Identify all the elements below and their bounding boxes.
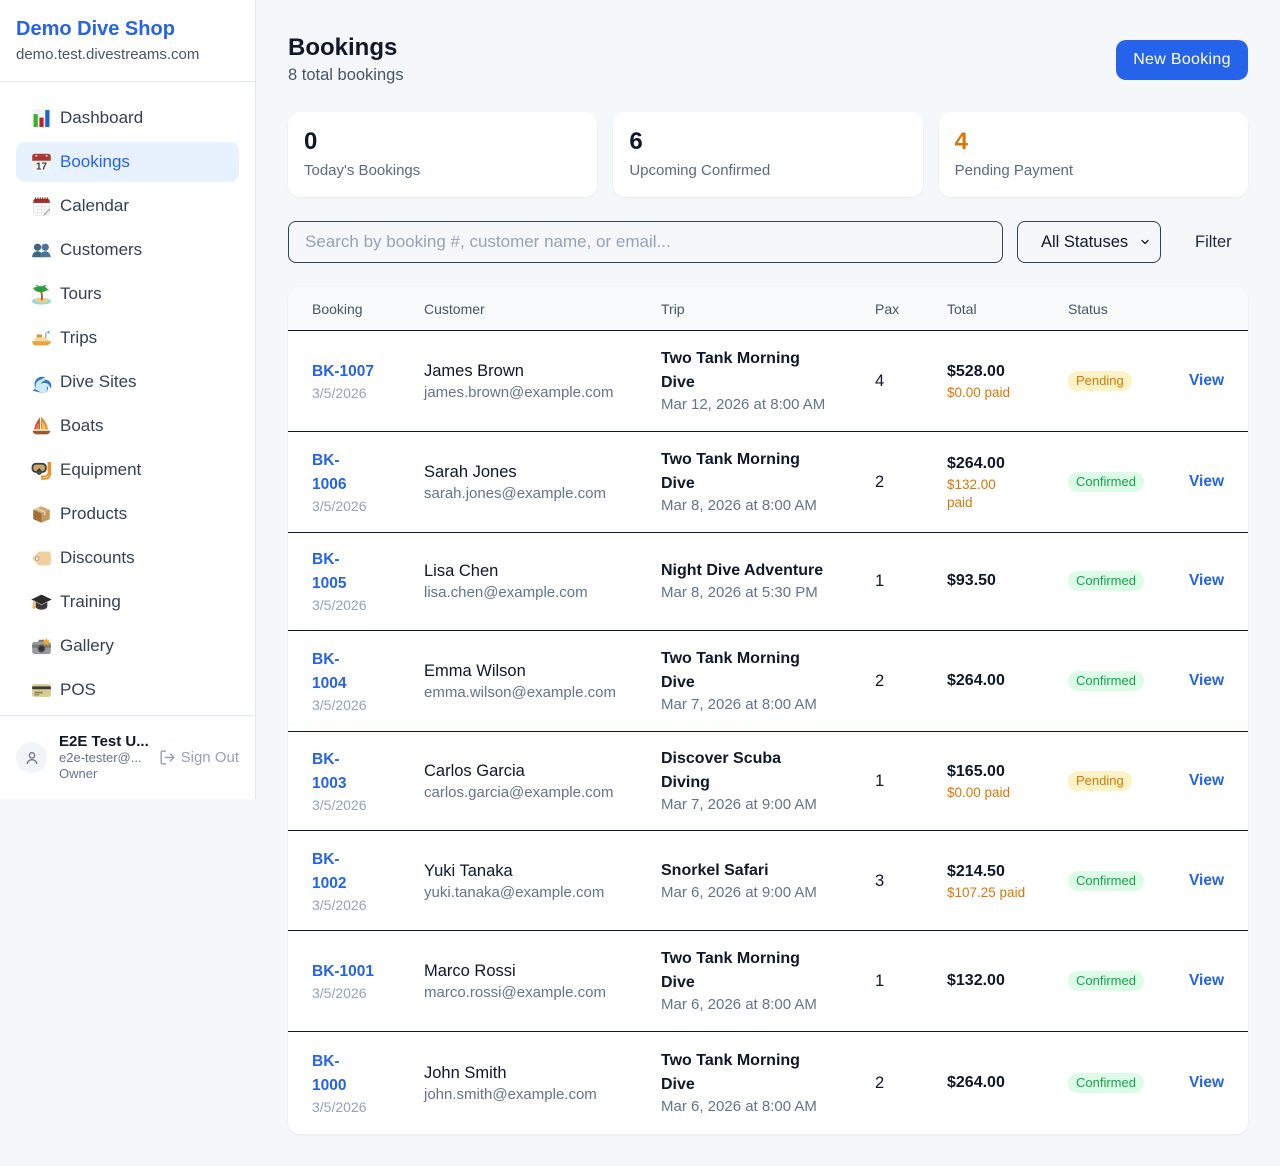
svg-text:17: 17 [36, 161, 47, 172]
